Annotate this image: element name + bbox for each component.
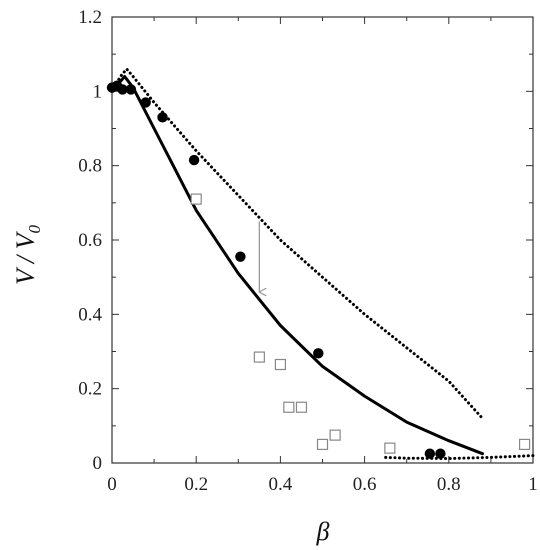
open-square-point	[384, 442, 396, 454]
filled-circle-point	[188, 154, 200, 166]
tick-marks	[111, 16, 534, 464]
open-square-point	[274, 358, 286, 371]
dotted-curve-4	[384, 454, 535, 460]
open-square-point	[253, 351, 265, 363]
x-tick-label: 0	[107, 474, 117, 495]
open-square-point	[329, 429, 341, 441]
filled-circle-point	[435, 448, 446, 459]
y-tick-label: 0.2	[78, 379, 102, 400]
filled-circle-point	[235, 251, 246, 262]
x-tick-label: 1	[528, 474, 538, 495]
y-axis-label: V / V0	[11, 224, 44, 285]
y-tick-label: 0.8	[78, 156, 102, 177]
x-tick-label: 0.6	[353, 474, 377, 495]
filled-circle-point	[117, 84, 128, 95]
filled-circle-point	[424, 448, 436, 459]
filled-circle-point	[140, 97, 151, 108]
y-axis-label-subscript: 0	[25, 224, 44, 233]
x-tick-label: 0.2	[184, 474, 208, 495]
filled-circle-point	[157, 112, 168, 123]
open-square-point	[190, 193, 202, 205]
solid-curve-2	[110, 75, 484, 456]
x-tick-label: 0.4	[269, 474, 293, 495]
dotted-curve-3	[110, 67, 484, 420]
x-tick-label: 0.8	[437, 474, 461, 495]
y-tick-label: 0	[93, 453, 103, 474]
tick-labels: 0 0.2 0.4 0.6 0.8 1 0 0.2 0.4 0.6 0.8 1 1.2	[78, 7, 538, 495]
open-square-point	[518, 438, 531, 451]
plot-frame	[111, 16, 534, 464]
y-tick-label: 1	[93, 81, 103, 102]
y-tick-label: 1.2	[78, 7, 102, 28]
x-axis-label: β	[316, 517, 330, 546]
y-tick-label: 0.4	[78, 304, 102, 325]
series	[106, 67, 535, 460]
axes	[111, 16, 534, 464]
y-axis-label-main: V / V	[11, 230, 40, 285]
filled-circle-point	[313, 348, 324, 359]
open-square-point	[283, 401, 295, 413]
open-square-point	[316, 438, 329, 451]
open-square-point	[295, 401, 308, 413]
y-tick-label: 0.6	[78, 230, 102, 251]
filled-circle-point	[125, 84, 137, 95]
